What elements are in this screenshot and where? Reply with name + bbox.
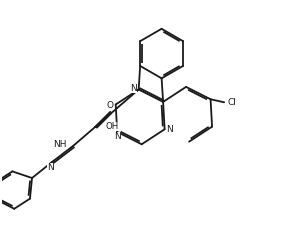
Text: NH: NH — [53, 140, 67, 149]
Text: N: N — [47, 163, 54, 172]
Text: N: N — [166, 125, 173, 134]
Text: N: N — [114, 132, 121, 141]
Text: OH: OH — [106, 122, 119, 131]
Text: N: N — [130, 84, 137, 93]
Text: Cl: Cl — [228, 98, 237, 107]
Text: O: O — [107, 101, 114, 110]
